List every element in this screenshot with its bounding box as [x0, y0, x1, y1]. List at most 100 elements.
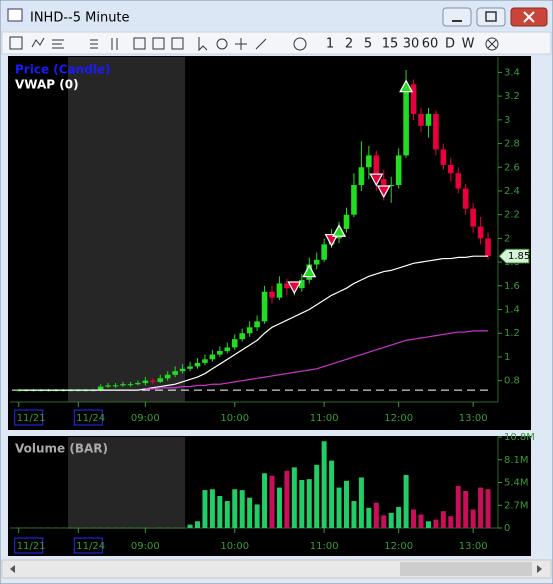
volume-bar [411, 509, 417, 528]
tool-icon[interactable] [31, 37, 45, 48]
tool-icon[interactable] [9, 36, 23, 50]
x-tick-label: 12:00 [384, 541, 413, 552]
volume-bar [299, 480, 305, 528]
x-tick-label: 12:00 [384, 413, 413, 424]
volume-bar [329, 460, 335, 528]
y-tick-label: 2.7M [504, 500, 529, 511]
volume-bar [284, 470, 290, 528]
volume-bar [276, 487, 282, 528]
tool-icon[interactable] [52, 39, 64, 49]
y-tick-label: 3.2 [504, 91, 520, 102]
candle-body [380, 179, 387, 186]
y-tick-label: 5.4M [504, 478, 529, 489]
close-icon [523, 11, 535, 23]
tool-icon[interactable] [487, 39, 497, 49]
tool-icon[interactable] [216, 38, 228, 50]
premarket-shade [68, 57, 185, 402]
y-tick-label: 2 [504, 233, 510, 244]
maximize-button[interactable] [476, 7, 506, 27]
candle-body [209, 354, 216, 360]
tool-icon[interactable] [111, 38, 118, 50]
candle-body [321, 244, 327, 260]
timeframe-button[interactable]: W [462, 37, 475, 52]
toolbar-icons [9, 36, 499, 52]
candle-body [261, 291, 268, 322]
volume-bar [209, 489, 215, 528]
x-tick-label: 09:00 [131, 413, 160, 424]
volume-bar [195, 521, 200, 528]
tool-icon[interactable] [293, 37, 307, 51]
candle-body [343, 214, 350, 229]
volume-bar [232, 489, 238, 528]
candle-body [120, 384, 126, 386]
tool-icon[interactable] [171, 37, 184, 50]
date-box [14, 409, 44, 426]
candle-body [187, 366, 193, 369]
volume-bar [485, 489, 491, 528]
volume-bar [269, 475, 275, 528]
tool-icon[interactable] [133, 37, 146, 50]
timeframe-button[interactable]: 15 [382, 37, 399, 52]
volume-bar [463, 490, 469, 528]
volume-bar [224, 501, 230, 528]
buy-marker [302, 264, 317, 278]
candle-body [373, 155, 380, 180]
candle-body [157, 378, 164, 382]
candle-body [127, 384, 134, 386]
candle-body [276, 283, 283, 298]
y-tick-label: 8.1M [504, 455, 529, 466]
candle-body [462, 188, 469, 209]
minimize-button[interactable] [442, 7, 472, 27]
candle-body [194, 362, 201, 367]
y-tick-label: 2.2 [504, 210, 520, 221]
sell-marker [376, 185, 391, 199]
candle-body [172, 371, 178, 375]
tool-icon[interactable] [152, 37, 165, 50]
candle-body [179, 368, 186, 372]
tool-icon[interactable] [255, 38, 267, 50]
candle-body [425, 113, 432, 126]
volume-bar [254, 504, 260, 528]
volume-bar [381, 515, 387, 528]
volume-bar [448, 516, 454, 528]
indicator-line [145, 330, 489, 390]
y-tick-label: 0 [504, 523, 510, 534]
volume-bar [455, 485, 461, 528]
candle-body [358, 167, 365, 186]
volume-bar [187, 524, 193, 528]
y-tick-label: 2.4 [504, 186, 520, 197]
tool-icon[interactable] [198, 37, 208, 52]
sell-marker [287, 281, 302, 295]
volume-bar [478, 487, 484, 528]
volume-bar [418, 514, 424, 528]
timeframe-button[interactable]: 1 [326, 37, 334, 52]
volume-bar [403, 474, 409, 528]
legend-entry: VWAP (0) [15, 78, 79, 92]
scrollbar-thumb[interactable] [400, 562, 532, 576]
timeframe-button[interactable]: 30 [403, 37, 420, 52]
timeframe-button[interactable]: D [445, 37, 455, 52]
candle-body [217, 351, 223, 355]
candle-body [470, 208, 476, 227]
x-tick-label: 11/21 [17, 541, 46, 552]
volume-bar [321, 441, 327, 528]
volume-bar [344, 480, 349, 528]
timeframe-button[interactable]: 60 [422, 37, 439, 52]
indicator-line [18, 255, 489, 391]
timeframe-button[interactable]: 2 [345, 37, 353, 52]
candle-body [366, 155, 372, 168]
tool-icon[interactable] [485, 37, 499, 51]
volume-bar [217, 496, 223, 528]
buy-marker [332, 224, 347, 237]
tool-icon[interactable] [90, 39, 98, 49]
x-tick-label: 13:00 [459, 541, 488, 552]
date-box [73, 537, 103, 554]
tool-icon[interactable] [235, 38, 247, 50]
y-tick-label: 2.6 [504, 162, 520, 173]
candle-body [455, 173, 462, 189]
candle-body [105, 385, 111, 387]
timeframe-button[interactable]: 5 [364, 37, 372, 52]
candle-body [202, 359, 208, 363]
volume-bar [388, 512, 394, 528]
